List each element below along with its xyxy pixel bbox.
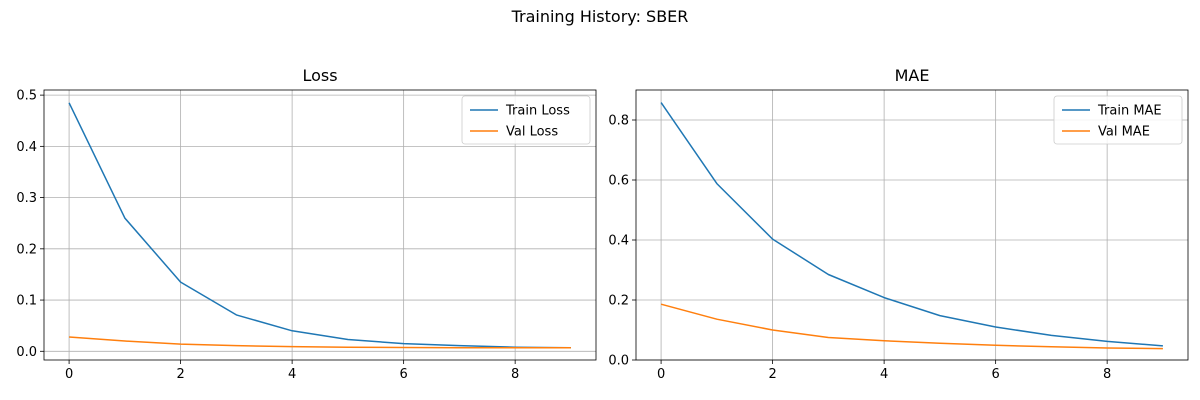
mae-axes-frame [635, 89, 1189, 361]
mae-xtick-label-0: 0 [657, 367, 665, 382]
loss-title: Loss [302, 66, 337, 85]
mae-ytick-label-3: 0.6 [608, 174, 629, 189]
mae-xtick-label-1: 2 [768, 367, 776, 382]
loss-ytick-label-5: 0.5 [16, 89, 37, 104]
loss-legend-box [461, 95, 591, 145]
mae-legend-label-1: Val MAE [1098, 125, 1150, 140]
loss-xtick-label-3: 6 [399, 367, 407, 382]
mae-series-line-1 [660, 303, 1163, 350]
loss-xtick-label-2: 4 [288, 367, 296, 382]
loss-xtick-label-0: 0 [65, 367, 73, 382]
mae-xtick-label-3: 6 [991, 367, 999, 382]
mae-xtick-label-2: 4 [880, 367, 888, 382]
loss-xtick-label-4: 8 [511, 367, 519, 382]
loss-chart: 0 2 4 6 8 0.0 0.1 0.2 0.3 0.4 0.5 Loss Train Loss Val… [16, 66, 597, 382]
mae-title: MAE [895, 66, 930, 85]
loss-series-line-1 [69, 336, 571, 349]
mae-series-line-0 [660, 102, 1163, 347]
loss-legend: Train Loss Val Loss [461, 95, 591, 145]
loss-series-line-0 [68, 102, 571, 349]
loss-legend-label-1: Val Loss [506, 125, 558, 140]
mae-legend-label-0: Train MAE [1097, 104, 1162, 119]
mae-legend: Train MAE Val MAE [1053, 95, 1183, 145]
mae-legend-box [1053, 95, 1183, 145]
loss-xtick-label-1: 2 [176, 367, 184, 382]
mae-ytick-label-4: 0.8 [608, 114, 629, 129]
loss-legend-label-0: Train Loss [505, 104, 570, 119]
mae-ytick-label-0: 0.0 [608, 354, 629, 369]
mae-ytick-label-1: 0.2 [608, 294, 629, 309]
loss-axes-frame [43, 89, 597, 361]
loss-ytick-label-4: 0.4 [16, 140, 37, 155]
loss-ytick-label-3: 0.3 [16, 191, 37, 206]
mae-chart: 0 2 4 6 8 0.0 0.2 0.4 0.6 0.8 MAE Train MAE Val MAE [608, 66, 1189, 382]
loss-ytick-label-0: 0.0 [16, 345, 37, 360]
mae-xtick-label-4: 8 [1103, 367, 1111, 382]
loss-ytick-label-1: 0.1 [16, 294, 37, 309]
figure-suptitle: Training History: SBER [511, 7, 689, 26]
loss-ytick-label-2: 0.2 [16, 242, 37, 257]
mae-ytick-label-2: 0.4 [608, 234, 629, 249]
